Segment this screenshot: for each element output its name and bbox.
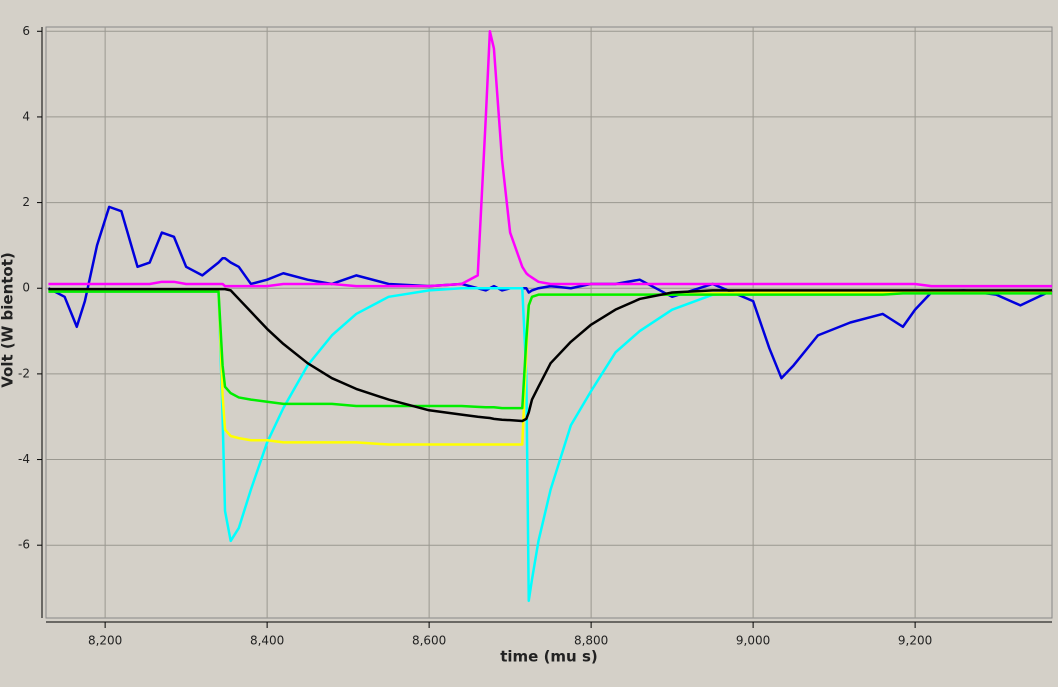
y-tick-label: 0: [22, 281, 30, 295]
x-tick-label: 8,800: [574, 634, 608, 648]
x-axis-title: time (mu s): [500, 648, 598, 666]
plot-frame: [45, 26, 1053, 619]
y-tick-label: -2: [18, 366, 30, 380]
y-tick-label: 6: [22, 24, 30, 38]
y-tick-label: 4: [22, 109, 30, 123]
x-tick-label: 9,200: [898, 634, 932, 648]
data-line: [48, 287, 1052, 423]
y-tick-label: 2: [22, 195, 30, 209]
x-tick-label: 9,000: [736, 634, 770, 648]
y-tick-label: -4: [18, 452, 30, 466]
data-line: [48, 289, 1052, 446]
data-line: [48, 30, 1052, 288]
data-line: [48, 290, 1052, 410]
x-tick-label: 8,400: [250, 634, 284, 648]
x-tick-label: 8,200: [88, 634, 122, 648]
y-tick-label: -6: [18, 538, 30, 552]
x-tick-label: 8,600: [412, 634, 446, 648]
y-axis-title: Volt (W bientot): [0, 252, 17, 387]
